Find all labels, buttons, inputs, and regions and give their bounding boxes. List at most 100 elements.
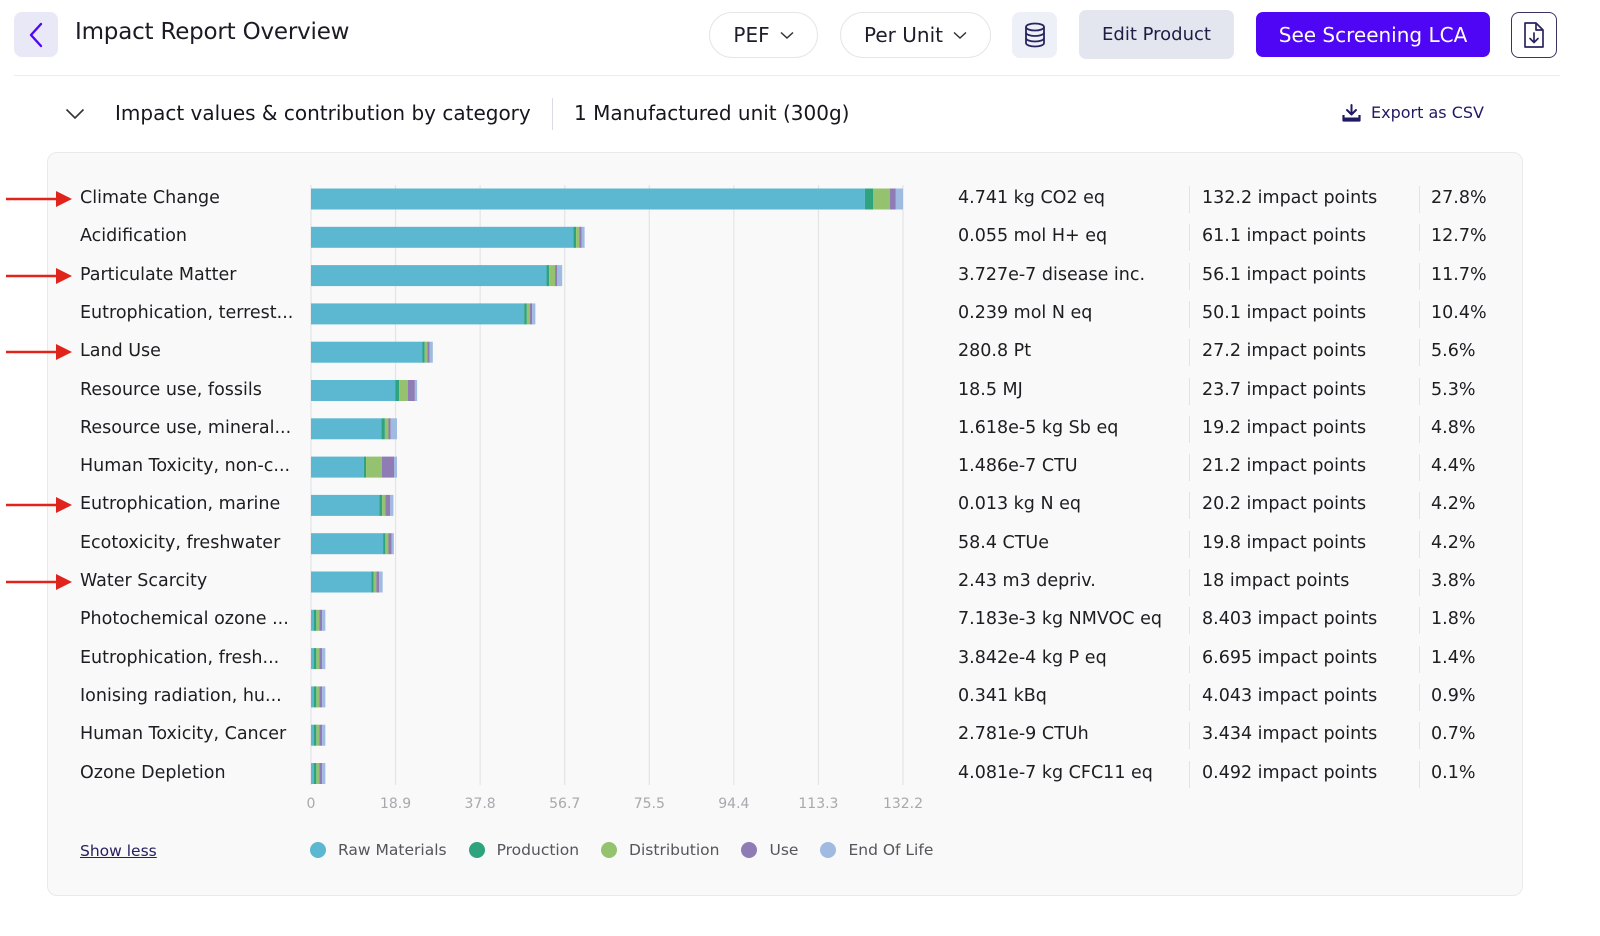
- bar-segment-distribution[interactable]: [399, 380, 408, 401]
- download-report-button[interactable]: [1511, 12, 1557, 58]
- bar-segment-production[interactable]: [313, 763, 317, 784]
- bar-segment-production[interactable]: [363, 456, 367, 478]
- bar-segment-raw-materials[interactable]: [311, 609, 314, 631]
- bar-segment-raw-materials[interactable]: [311, 380, 396, 401]
- see-screening-lca-button[interactable]: See Screening LCA: [1256, 12, 1490, 57]
- bar-segment-production[interactable]: [395, 380, 400, 401]
- bar-segment-end-of-life[interactable]: [581, 226, 585, 248]
- bar-segment-end-of-life[interactable]: [557, 265, 563, 287]
- bar-segment-end-of-life[interactable]: [322, 648, 326, 670]
- bar-segment-end-of-life[interactable]: [391, 533, 394, 555]
- bar-segment-raw-materials[interactable]: [311, 686, 314, 708]
- bar-segment-distribution[interactable]: [872, 188, 891, 210]
- bar-segment-production[interactable]: [371, 571, 374, 593]
- bar-segment-end-of-life[interactable]: [322, 686, 326, 708]
- legend-item-use[interactable]: Use: [741, 841, 798, 859]
- category-label: Water Scarcity: [80, 571, 208, 591]
- bar-segment-distribution[interactable]: [385, 533, 389, 555]
- bar-segment-use[interactable]: [319, 686, 323, 708]
- bar-segment-distribution[interactable]: [373, 571, 377, 593]
- show-less-link[interactable]: Show less: [80, 842, 157, 860]
- bar-segment-end-of-life[interactable]: [379, 571, 383, 593]
- bar-segment-distribution[interactable]: [366, 456, 382, 478]
- bar-segment-distribution[interactable]: [382, 494, 386, 516]
- category-label: Ionising radiation, hu...: [80, 685, 282, 706]
- bar-segment-end-of-life[interactable]: [390, 418, 397, 440]
- bar-segment-distribution[interactable]: [526, 303, 530, 325]
- database-button[interactable]: [1012, 12, 1057, 58]
- bar-segment-use[interactable]: [427, 341, 430, 363]
- bar-segment-use[interactable]: [388, 418, 391, 440]
- bar-segment-use[interactable]: [385, 494, 391, 516]
- bar-segment-raw-materials[interactable]: [311, 188, 865, 210]
- bar-segment-raw-materials[interactable]: [311, 265, 547, 287]
- legend-item-raw-materials[interactable]: Raw Materials: [310, 841, 447, 859]
- bar-segment-distribution[interactable]: [384, 418, 389, 440]
- bar-segment-distribution[interactable]: [576, 226, 580, 248]
- bar-segment-raw-materials[interactable]: [311, 341, 423, 363]
- bar-segment-distribution[interactable]: [316, 648, 320, 670]
- bar-segment-production[interactable]: [546, 265, 550, 287]
- export-csv-button[interactable]: Export as CSV: [1342, 103, 1484, 122]
- bar-segment-use[interactable]: [529, 303, 533, 325]
- legend-item-production[interactable]: Production: [468, 841, 579, 859]
- bar-segment-production[interactable]: [524, 303, 527, 325]
- impact-points: 27.2 impact points: [1202, 341, 1367, 362]
- bar-segment-raw-materials[interactable]: [311, 494, 380, 516]
- bar-segment-use[interactable]: [319, 763, 323, 784]
- bar-segment-use[interactable]: [407, 380, 415, 401]
- bar-segment-production[interactable]: [422, 341, 425, 363]
- bar-segment-end-of-life[interactable]: [322, 763, 326, 784]
- bar-segment-end-of-life[interactable]: [895, 188, 903, 210]
- bar-segment-production[interactable]: [313, 609, 317, 631]
- legend-item-distribution[interactable]: Distribution: [601, 841, 719, 859]
- unit-select[interactable]: Per Unit: [840, 12, 991, 58]
- legend-label: Distribution: [629, 841, 720, 859]
- bar-segment-use[interactable]: [319, 724, 323, 746]
- bar-segment-distribution[interactable]: [316, 763, 320, 784]
- bar-segment-raw-materials[interactable]: [311, 456, 364, 478]
- bar-segment-distribution[interactable]: [316, 724, 320, 746]
- bar-segment-end-of-life[interactable]: [532, 303, 536, 325]
- bar-segment-raw-materials[interactable]: [311, 533, 384, 555]
- bar-segment-production[interactable]: [383, 533, 386, 555]
- bar-segment-distribution[interactable]: [316, 686, 320, 708]
- method-select[interactable]: PEF: [709, 12, 818, 58]
- bar-segment-raw-materials[interactable]: [311, 763, 314, 784]
- bar-segment-distribution[interactable]: [316, 609, 320, 631]
- edit-product-button[interactable]: Edit Product: [1079, 10, 1234, 59]
- bar-segment-production[interactable]: [313, 686, 317, 708]
- bar-segment-raw-materials[interactable]: [311, 418, 382, 440]
- bar-segment-raw-materials[interactable]: [311, 571, 372, 593]
- bar-segment-production[interactable]: [864, 188, 873, 210]
- bar-segment-end-of-life[interactable]: [322, 609, 326, 631]
- bar-segment-production[interactable]: [313, 648, 317, 670]
- bar-segment-raw-materials[interactable]: [311, 303, 525, 325]
- bar-segment-end-of-life[interactable]: [414, 380, 418, 401]
- bar-segment-distribution[interactable]: [424, 341, 428, 363]
- bar-segment-production[interactable]: [379, 494, 383, 516]
- bar-segment-production[interactable]: [313, 724, 317, 746]
- bar-segment-distribution[interactable]: [549, 265, 556, 287]
- bar-segment-end-of-life[interactable]: [322, 724, 326, 746]
- bar-segment-use[interactable]: [388, 533, 392, 555]
- bar-segment-use[interactable]: [376, 571, 380, 593]
- bar-segment-end-of-life[interactable]: [390, 494, 394, 516]
- bar-segment-end-of-life[interactable]: [394, 456, 397, 478]
- bar-segment-raw-materials[interactable]: [311, 226, 574, 248]
- bar-segment-production[interactable]: [573, 226, 577, 248]
- bar-segment-raw-materials[interactable]: [311, 724, 314, 746]
- bar-segment-production[interactable]: [381, 418, 385, 440]
- bar-segment-use[interactable]: [555, 265, 558, 287]
- column-divider: [1189, 377, 1190, 405]
- legend-item-end-of-life[interactable]: End Of Life: [820, 841, 933, 859]
- back-button[interactable]: [14, 12, 58, 57]
- bar-segment-end-of-life[interactable]: [429, 341, 433, 363]
- bar-segment-use[interactable]: [319, 609, 323, 631]
- bar-segment-raw-materials[interactable]: [311, 648, 314, 670]
- collapse-section-toggle[interactable]: [62, 103, 88, 125]
- bar-segment-use[interactable]: [579, 226, 582, 248]
- bar-segment-use[interactable]: [319, 648, 323, 670]
- bar-segment-use[interactable]: [890, 188, 896, 210]
- bar-segment-use[interactable]: [381, 456, 395, 478]
